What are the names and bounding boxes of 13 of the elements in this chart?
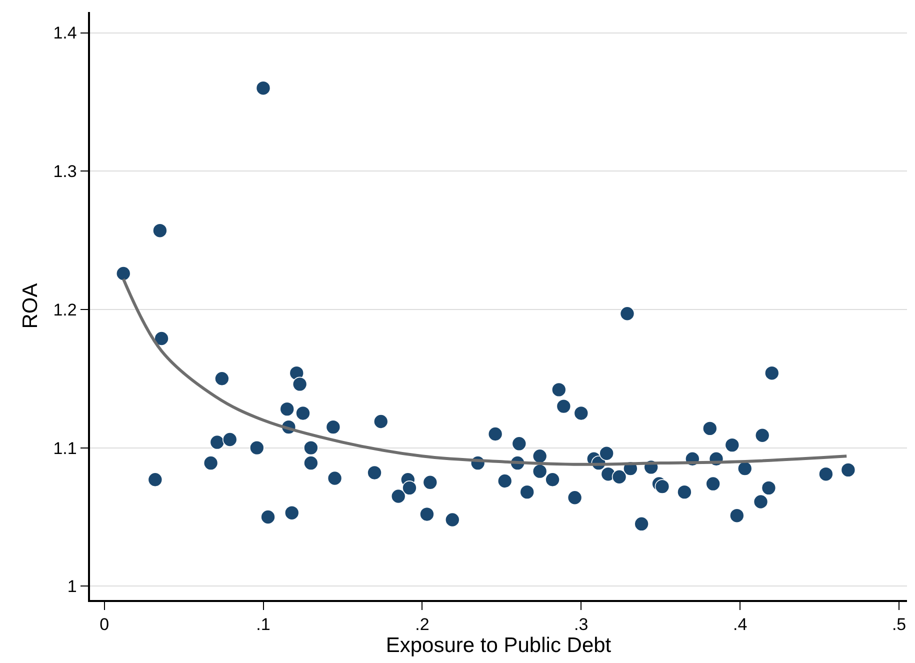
x-axis-title: Exposure to Public Debt: [386, 634, 612, 658]
x-tick-label: .4: [733, 615, 748, 634]
x-tick-label: .5: [892, 615, 906, 634]
y-axis-title: ROA: [18, 283, 42, 329]
y-tick-label: 1: [67, 577, 77, 596]
x-tick-label: .2: [415, 615, 430, 634]
y-tick-label: 1.2: [53, 300, 77, 320]
y-tick-label: 1.1: [53, 438, 77, 458]
x-tick-label: .1: [256, 615, 270, 634]
y-tick-label: 1.3: [53, 162, 77, 182]
x-tick-label: .3: [574, 615, 588, 634]
y-tick-label: 1.4: [53, 24, 77, 43]
x-tick-label: 0: [100, 615, 110, 634]
